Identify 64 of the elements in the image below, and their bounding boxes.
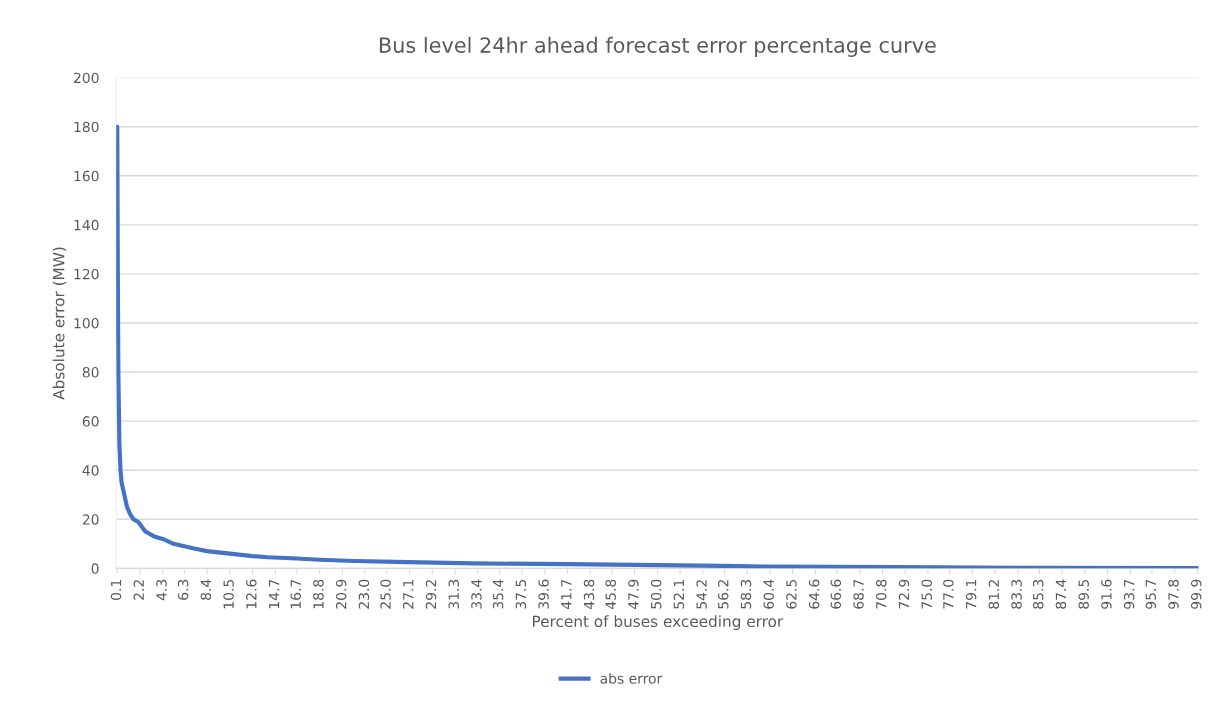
y-tick-label: 0 [91,563,99,574]
x-tick-label: 45.8 [605,579,616,609]
x-tick-label: 66.6 [830,579,842,609]
x-tick-label: 54.2 [696,580,707,609]
y-tick-label: 200 [74,72,99,84]
x-tick-label: 93.7 [1123,579,1135,609]
y-tick-label: 100 [74,317,99,329]
x-tick-label: 58.3 [740,579,752,609]
x-tick-label: 39.6 [538,579,549,609]
x-tick-label: 99.9 [1190,579,1202,609]
y-tick-label: 120 [74,268,99,280]
x-tick-label: 0.1 [110,580,122,600]
y-tick-label: 180 [74,121,99,133]
y-tick-label: 20 [82,514,99,525]
x-tick-label: 35.4 [492,579,504,609]
x-tick-label: 95.7 [1145,579,1157,609]
x-tick-label: 33.4 [471,579,482,609]
x-tick-label: 10.5 [223,579,234,609]
y-tick-label: 60 [82,416,99,427]
x-tick-label: 6.3 [177,579,189,600]
x-tick-label: 2.2 [133,580,144,600]
x-tick-label: 97.8 [1168,579,1179,609]
x-tick-label: 52.1 [673,580,685,609]
x-tick-label: 4.3 [156,579,167,601]
x-tick-label: 31.3 [448,579,459,609]
x-tick-label: 47.9 [628,579,639,609]
x-tick-label: 87.4 [1055,579,1067,609]
x-tick-label: 50.0 [650,579,662,609]
x-tick-label: 72.9 [898,579,910,609]
x-tick-label: 18.8 [313,579,324,609]
x-tick-label: 37.5 [515,579,527,609]
legend-label: abs error [600,673,663,684]
x-tick-label: 60.4 [763,579,774,609]
x-tick-label: 12.6 [246,579,257,609]
x-tick-label: 16.7 [290,579,301,609]
x-tick-label: 43.8 [583,579,595,609]
x-tick-label: 68.7 [853,579,864,609]
y-tick-label: 40 [82,465,99,476]
x-tick-label: 8.4 [200,579,212,600]
x-tick-label: 62.5 [786,579,797,609]
x-tick-label: 81.2 [988,580,1000,609]
x-tick-label: 75.0 [921,579,932,609]
y-tick-label: 160 [74,170,99,182]
x-tick-label: 29.2 [425,580,437,609]
x-tick-label: 14.7 [269,579,280,609]
y-tick-label: 80 [82,367,99,378]
x-tick-label: 64.6 [808,579,820,609]
x-tick-label: 56.2 [717,580,729,609]
x-tick-label: 25.0 [380,579,391,609]
chart-title: Bus level 24hr ahead forecast error percentage curve [379,36,936,57]
x-tick-label: 79.1 [965,580,977,609]
x-tick-label: 23.0 [358,579,370,609]
x-tick-label: 77.0 [943,579,954,609]
x-tick-label: 89.5 [1078,579,1089,609]
x-tick-label: 85.3 [1032,579,1044,609]
x-tick-label: 20.9 [335,579,347,609]
x-tick-label: 83.3 [1011,579,1022,609]
x-tick-label: 27.1 [403,580,414,609]
x-tick-label: 91.6 [1101,579,1112,609]
x-tick-label: 70.8 [876,579,887,609]
y-axis-title: Absolute error (MW) [52,247,67,400]
x-tick-label: 41.7 [561,579,572,609]
x-axis-title: Percent of buses exceeding error [533,615,784,631]
y-tick-label: 140 [74,219,99,231]
